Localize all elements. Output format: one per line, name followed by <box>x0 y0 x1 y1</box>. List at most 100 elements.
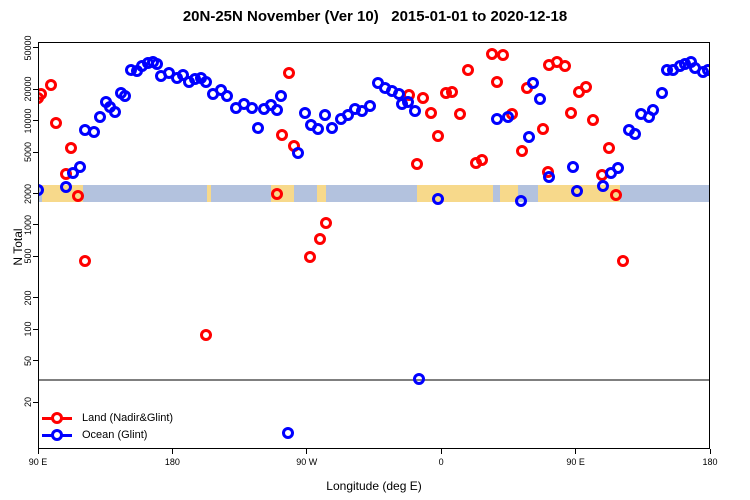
data-point-land <box>462 63 475 76</box>
data-point-land <box>314 233 327 246</box>
y-tick-label: 50000 <box>23 35 33 61</box>
plot-area <box>38 42 710 449</box>
data-point-land <box>445 85 458 98</box>
data-point-ocean <box>291 147 304 160</box>
data-point-land <box>49 117 62 130</box>
y-axis-title: N Total <box>11 228 25 266</box>
data-point-ocean <box>629 128 642 141</box>
band-segment-land <box>500 185 519 203</box>
data-point-ocean <box>299 106 311 119</box>
band-segment-ocean <box>326 185 418 203</box>
data-point-ocean <box>597 179 610 192</box>
y-tick-mark <box>33 151 38 153</box>
data-point-land <box>565 106 578 119</box>
data-point-land <box>602 141 615 154</box>
data-point-land <box>72 189 85 202</box>
band-segment-land <box>317 185 327 203</box>
x-tick-mark <box>575 449 577 454</box>
data-point-land <box>200 328 212 341</box>
data-point-ocean <box>571 185 584 198</box>
data-point-land <box>276 129 289 141</box>
data-point-land <box>485 47 498 60</box>
data-point-land <box>580 81 593 94</box>
x-tick-label: 0 <box>438 457 444 467</box>
data-point-land <box>497 48 510 61</box>
y-tick-mark <box>33 328 38 330</box>
y-tick-mark <box>33 297 38 299</box>
data-point-land <box>586 113 599 126</box>
data-point-ocean <box>409 105 422 118</box>
data-point-ocean <box>251 122 264 135</box>
legend: Land (Nadir&Glint) Ocean (Glint) <box>42 409 173 443</box>
x-tick-mark <box>171 449 173 454</box>
x-tick-mark <box>440 449 442 454</box>
data-point-ocean <box>281 427 294 440</box>
plot-border <box>38 42 710 449</box>
data-point-ocean <box>73 161 86 173</box>
data-point-land <box>515 145 528 158</box>
threshold-line <box>38 379 710 382</box>
data-point-ocean <box>412 373 425 386</box>
data-point-land <box>432 130 445 143</box>
data-point-land <box>559 60 572 73</box>
x-tick-label: 90 E <box>566 457 585 467</box>
data-point-ocean <box>38 184 44 197</box>
y-tick-mark <box>33 193 38 195</box>
data-point-ocean <box>533 93 546 106</box>
data-point-ocean <box>325 122 338 135</box>
data-point-land <box>475 154 488 167</box>
data-point-land <box>303 251 316 264</box>
x-tick-label: 180 <box>164 457 180 467</box>
y-tick-label: 20 <box>23 397 33 408</box>
data-point-ocean <box>542 170 555 183</box>
data-point-ocean <box>490 112 503 125</box>
chart-title: 20N-25N November (Ver 10) 2015-01-01 to … <box>182 8 568 25</box>
data-point-ocean <box>66 167 79 180</box>
data-point-land <box>424 106 437 119</box>
data-point-ocean <box>270 103 283 116</box>
band-segment-ocean <box>294 185 318 203</box>
data-point-land <box>44 79 57 92</box>
open-circle-icon <box>51 428 63 441</box>
y-tick-mark <box>33 401 38 403</box>
data-point-ocean <box>220 89 233 102</box>
x-tick-mark <box>306 449 308 454</box>
band-segment-ocean <box>82 185 207 203</box>
data-point-ocean <box>566 161 579 173</box>
data-point-ocean <box>432 193 445 206</box>
y-tick-mark <box>33 224 38 226</box>
data-point-ocean <box>151 58 164 71</box>
data-point-land <box>537 123 550 136</box>
x-axis-title: Longitude (deg E) <box>326 479 422 493</box>
data-point-ocean <box>702 64 710 77</box>
band-segment-ocean <box>211 185 271 203</box>
data-point-ocean <box>200 76 212 89</box>
data-point-land <box>490 76 503 89</box>
data-point-ocean <box>523 130 535 143</box>
data-point-ocean <box>656 86 669 99</box>
data-point-land <box>616 255 629 268</box>
data-point-land <box>411 157 423 170</box>
data-point-land <box>453 108 466 121</box>
x-tick-mark <box>709 449 711 454</box>
data-point-ocean <box>119 89 132 102</box>
x-tick-mark <box>37 449 39 454</box>
data-point-ocean <box>501 110 514 123</box>
y-tick-mark <box>33 88 38 90</box>
x-tick-label: 180 <box>702 457 718 467</box>
data-point-ocean <box>93 110 106 123</box>
x-tick-label: 90 W <box>296 457 318 467</box>
legend-item-ocean: Ocean (Glint) <box>42 426 173 443</box>
data-point-ocean <box>108 106 121 119</box>
data-point-land <box>38 88 47 101</box>
data-point-ocean <box>88 126 100 138</box>
data-point-ocean <box>612 162 624 175</box>
legend-label-land: Land (Nadir&Glint) <box>82 411 174 424</box>
open-circle-icon <box>51 411 63 424</box>
data-point-land <box>270 188 283 201</box>
y-tick-mark <box>33 47 38 49</box>
data-point-ocean <box>363 99 376 112</box>
data-point-ocean <box>401 96 414 109</box>
data-point-land <box>282 66 295 79</box>
